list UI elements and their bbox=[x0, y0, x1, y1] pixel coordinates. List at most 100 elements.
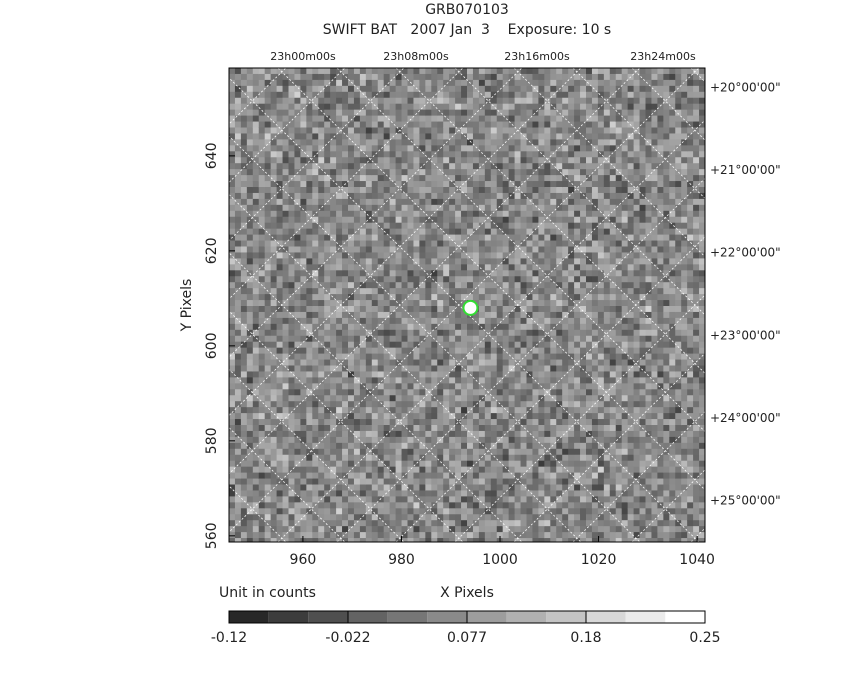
image-pixel bbox=[478, 502, 486, 509]
image-pixel bbox=[437, 169, 444, 176]
image-pixel bbox=[306, 97, 313, 105]
image-pixel bbox=[294, 109, 301, 117]
image-pixel bbox=[526, 198, 533, 206]
image-pixel bbox=[288, 448, 295, 456]
image-pixel bbox=[591, 187, 599, 194]
image-pixel bbox=[353, 538, 361, 542]
image-pixel bbox=[431, 163, 438, 170]
image-pixel bbox=[574, 175, 581, 182]
image-pixel bbox=[318, 222, 325, 230]
image-pixel bbox=[401, 282, 408, 289]
image-pixel bbox=[538, 145, 545, 152]
image-pixel bbox=[568, 436, 575, 444]
image-pixel bbox=[597, 216, 605, 224]
image-pixel bbox=[550, 139, 557, 146]
image-pixel bbox=[306, 181, 313, 188]
image-pixel bbox=[562, 436, 569, 444]
image-pixel bbox=[472, 276, 480, 283]
image-pixel bbox=[383, 234, 391, 242]
image-pixel bbox=[395, 347, 403, 355]
image-pixel bbox=[419, 157, 426, 164]
image-pixel bbox=[312, 448, 319, 456]
image-pixel bbox=[353, 341, 361, 349]
image-pixel bbox=[591, 317, 599, 325]
image-pixel bbox=[300, 413, 307, 420]
image-pixel bbox=[348, 496, 355, 503]
image-pixel bbox=[306, 401, 313, 408]
image-pixel bbox=[467, 68, 474, 75]
image-pixel bbox=[443, 389, 450, 396]
image-pixel bbox=[234, 484, 242, 491]
image-pixel bbox=[270, 365, 278, 372]
image-pixel bbox=[544, 68, 551, 75]
image-pixel bbox=[371, 532, 379, 539]
image-pixel bbox=[467, 288, 474, 295]
image-pixel bbox=[496, 383, 504, 390]
image-pixel bbox=[348, 73, 355, 81]
image-pixel bbox=[252, 430, 260, 438]
image-pixel bbox=[574, 335, 581, 343]
image-pixel bbox=[478, 68, 486, 75]
image-pixel bbox=[300, 127, 307, 134]
image-pixel bbox=[342, 496, 349, 503]
image-pixel bbox=[353, 73, 361, 81]
image-pixel bbox=[484, 514, 492, 521]
image-pixel bbox=[371, 430, 379, 438]
image-pixel bbox=[508, 436, 516, 444]
image-pixel bbox=[437, 282, 444, 289]
image-pixel bbox=[288, 371, 295, 378]
image-pixel bbox=[330, 365, 337, 372]
image-pixel bbox=[300, 520, 307, 527]
image-pixel bbox=[389, 335, 397, 343]
image-pixel bbox=[324, 329, 331, 337]
image-pixel bbox=[419, 181, 426, 188]
image-pixel bbox=[389, 157, 397, 164]
image-pixel bbox=[348, 520, 355, 527]
image-pixel bbox=[419, 228, 426, 236]
image-pixel bbox=[538, 306, 545, 313]
image-pixel bbox=[371, 79, 379, 87]
image-pixel bbox=[586, 359, 593, 366]
image-pixel bbox=[246, 317, 254, 325]
image-pixel bbox=[282, 460, 289, 468]
image-pixel bbox=[508, 496, 516, 503]
image-pixel bbox=[502, 454, 510, 462]
image-pixel bbox=[258, 532, 266, 539]
image-pixel bbox=[455, 246, 462, 253]
image-pixel bbox=[478, 157, 486, 164]
image-pixel bbox=[336, 502, 343, 509]
image-pixel bbox=[520, 169, 527, 176]
image-pixel bbox=[562, 234, 569, 242]
image-pixel bbox=[330, 79, 337, 87]
image-pixel bbox=[377, 419, 385, 426]
image-pixel bbox=[377, 187, 385, 194]
image-pixel bbox=[353, 210, 361, 218]
image-pixel bbox=[413, 204, 420, 212]
image-pixel bbox=[377, 264, 385, 271]
image-pixel bbox=[300, 294, 307, 301]
image-pixel bbox=[401, 270, 408, 277]
image-pixel bbox=[520, 341, 527, 349]
image-pixel bbox=[288, 294, 295, 301]
image-pixel bbox=[383, 79, 391, 87]
image-pixel bbox=[526, 103, 533, 111]
image-pixel bbox=[407, 472, 414, 480]
image-pixel bbox=[514, 145, 522, 152]
image-pixel bbox=[574, 460, 581, 468]
image-pixel bbox=[407, 294, 414, 301]
image-pixel bbox=[532, 508, 539, 515]
image-pixel bbox=[580, 371, 587, 378]
image-pixel bbox=[455, 276, 462, 283]
image-pixel bbox=[264, 401, 272, 408]
image-pixel bbox=[467, 323, 474, 331]
image-pixel bbox=[300, 288, 307, 295]
image-pixel bbox=[383, 228, 391, 236]
image-pixel bbox=[431, 347, 438, 355]
image-pixel bbox=[467, 359, 474, 366]
image-pixel bbox=[336, 181, 343, 188]
image-pixel bbox=[562, 103, 569, 111]
image-pixel bbox=[389, 282, 397, 289]
image-pixel bbox=[413, 234, 420, 242]
image-pixel bbox=[532, 252, 539, 259]
image-pixel bbox=[407, 198, 414, 206]
